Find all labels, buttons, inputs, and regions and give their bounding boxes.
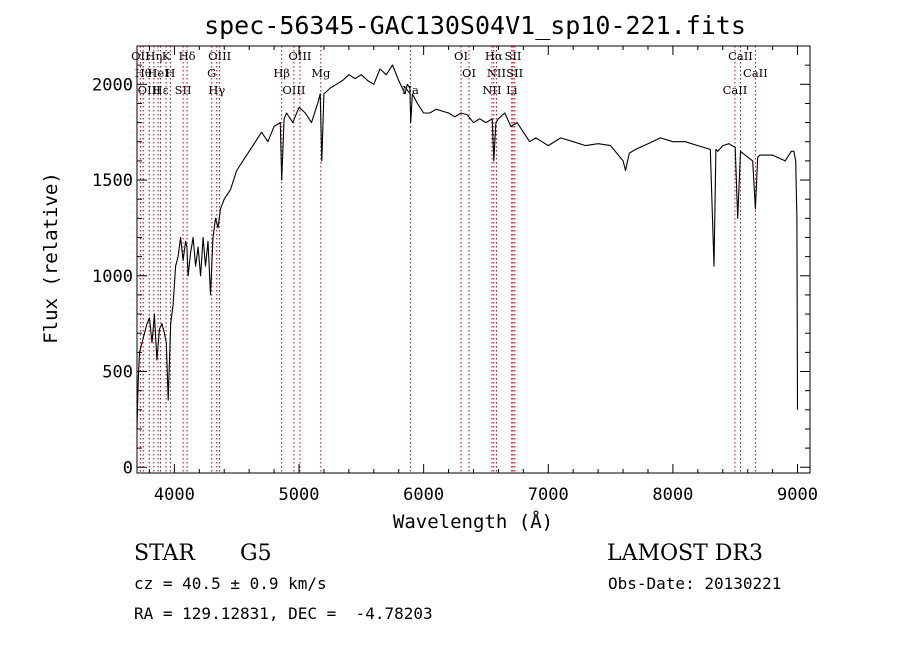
x-tick-label: 6000 bbox=[403, 485, 444, 505]
line-label: G bbox=[207, 66, 216, 80]
y-tick-label: 1500 bbox=[92, 171, 133, 191]
plot-area: OIIHθOIIIHηHeIHεKHSIIHδGHγOIIIHβOIIIOIII… bbox=[92, 45, 818, 505]
y-axis-label: Flux (relative) bbox=[40, 172, 62, 344]
plot-frame bbox=[136, 45, 811, 474]
redshift-cz: cz = 40.5 ± 0.9 km/s bbox=[134, 574, 327, 593]
line-labels: OIIHθOIIIHηHeIHεKHSIIHδGHγOIIIHβOIIIOIII… bbox=[131, 49, 768, 97]
line-label: Hβ bbox=[273, 66, 290, 80]
line-label: SII bbox=[175, 83, 192, 97]
line-label: OIII bbox=[288, 49, 311, 63]
y-tick-label: 500 bbox=[102, 363, 133, 383]
line-label: Hθ bbox=[135, 66, 152, 80]
line-label: Hη bbox=[145, 49, 162, 63]
y-tick-label: 2000 bbox=[92, 75, 133, 95]
line-label: Hγ bbox=[208, 83, 225, 97]
axis-ticks: 4000 5000 6000 7000 8000 9000 0 500 1000 1500 2000 bbox=[92, 46, 818, 505]
object-class: STAR bbox=[134, 541, 196, 566]
x-axis-label: Wavelength (Å) bbox=[393, 510, 553, 533]
line-label: NII bbox=[487, 66, 506, 80]
line-label: OII bbox=[131, 49, 150, 63]
line-label: Hε bbox=[153, 83, 169, 97]
line-label: SII bbox=[506, 66, 523, 80]
line-label: Mg bbox=[311, 66, 331, 80]
ra-dec: RA = 129.12831, DEC = -4.78203 bbox=[134, 604, 433, 623]
line-label: Hδ bbox=[179, 49, 196, 63]
line-label: OIII bbox=[208, 49, 231, 63]
line-label: OIII bbox=[282, 83, 305, 97]
line-label: NII bbox=[482, 83, 501, 97]
line-label: CaII bbox=[743, 66, 768, 80]
x-tick-label: 8000 bbox=[652, 485, 693, 505]
line-label: CaII bbox=[728, 49, 753, 63]
series-layer bbox=[136, 64, 799, 430]
line-label: HeI bbox=[147, 66, 168, 80]
line-label: Hα bbox=[485, 49, 503, 63]
line-label: K bbox=[162, 49, 171, 63]
info-panel: STAR G5 LAMOST DR3 cz = 40.5 ± 0.9 km/s … bbox=[134, 541, 781, 623]
line-label: OIII bbox=[138, 83, 161, 97]
survey-name: LAMOST DR3 bbox=[607, 541, 763, 566]
line-label: OI bbox=[462, 66, 476, 80]
line-label: Li bbox=[506, 83, 518, 97]
line-label: H bbox=[165, 66, 175, 80]
y-tick-label: 0 bbox=[123, 458, 133, 478]
line-label: SII bbox=[505, 49, 522, 63]
y-tick-label: 1000 bbox=[92, 267, 133, 287]
line-label: OI bbox=[454, 49, 468, 63]
x-tick-label: 9000 bbox=[777, 485, 818, 505]
line-label: CaII bbox=[723, 83, 748, 97]
observation-date: Obs-Date: 20130221 bbox=[608, 574, 781, 593]
chart-title: spec-56345-GAC130S04V1_sp10-221.fits bbox=[204, 11, 746, 40]
x-tick-label: 4000 bbox=[154, 485, 195, 505]
object-subclass: G5 bbox=[240, 541, 272, 566]
line-markers bbox=[139, 46, 756, 473]
spectrum-line bbox=[136, 64, 799, 430]
x-tick-label: 5000 bbox=[279, 485, 320, 505]
x-tick-label: 7000 bbox=[528, 485, 569, 505]
line-label: Na bbox=[402, 83, 419, 97]
